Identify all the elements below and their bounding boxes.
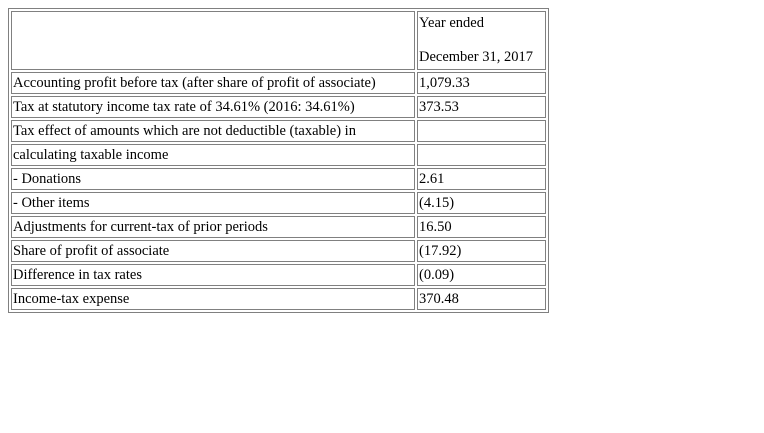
table-row: Tax effect of amounts which are not dedu… [11,120,546,142]
row-value [417,144,546,166]
tax-reconciliation-table: Year ended December 31, 2017 Accounting … [8,8,549,313]
row-value: (4.15) [417,192,546,214]
row-label: Accounting profit before tax (after shar… [11,72,415,94]
table-row: - Donations 2.61 [11,168,546,190]
table-row: Share of profit of associate (17.92) [11,240,546,262]
table-row: Difference in tax rates (0.09) [11,264,546,286]
header-period-line1: Year ended [419,15,484,31]
table-row: calculating taxable income [11,144,546,166]
table-row: - Other items (4.15) [11,192,546,214]
row-value: 1,079.33 [417,72,546,94]
row-value [417,120,546,142]
row-value: 16.50 [417,216,546,238]
row-value: (0.09) [417,264,546,286]
row-value: 373.53 [417,96,546,118]
table-row: Accounting profit before tax (after shar… [11,72,546,94]
row-label: Tax at statutory income tax rate of 34.6… [11,96,415,118]
table-row: Tax at statutory income tax rate of 34.6… [11,96,546,118]
row-label: Share of profit of associate [11,240,415,262]
table-row: Adjustments for current-tax of prior per… [11,216,546,238]
row-value: 370.48 [417,288,546,310]
table-header-row: Year ended December 31, 2017 [11,11,546,70]
header-label-cell [11,11,415,70]
row-label: Tax effect of amounts which are not dedu… [11,120,415,142]
row-label: Income-tax expense [11,288,415,310]
table-row: Income-tax expense 370.48 [11,288,546,310]
header-period-cell: Year ended December 31, 2017 [417,11,546,70]
row-label: Difference in tax rates [11,264,415,286]
row-label: - Other items [11,192,415,214]
row-label: Adjustments for current-tax of prior per… [11,216,415,238]
header-period-line2: December 31, 2017 [419,49,533,65]
row-label: calculating taxable income [11,144,415,166]
row-label: - Donations [11,168,415,190]
row-value: 2.61 [417,168,546,190]
row-value: (17.92) [417,240,546,262]
